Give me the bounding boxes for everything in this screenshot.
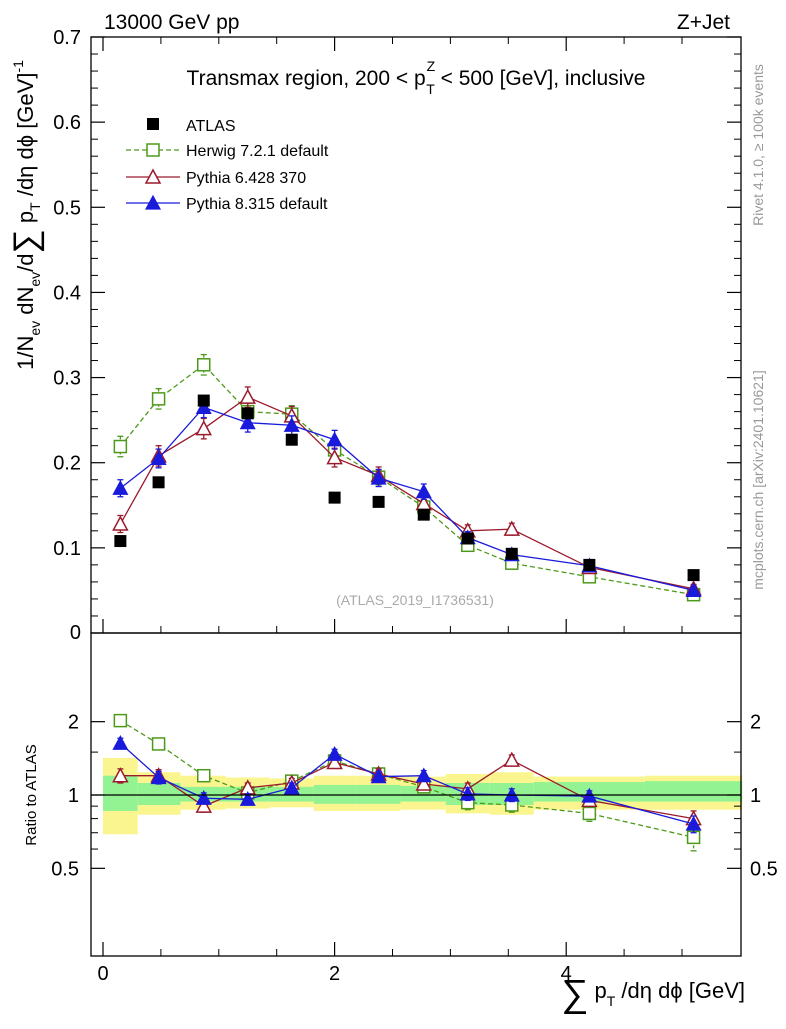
y-tick-label-2: 0.3 <box>53 368 81 390</box>
rivet-version-label: Rivet 4.1.0, ≥ 100k events <box>750 64 766 226</box>
legend-label-atlas: ATLAS <box>186 118 236 135</box>
legend-marker-herwig <box>146 143 160 157</box>
main-point-0-4 <box>285 433 298 446</box>
main-point-0-0 <box>114 535 127 548</box>
main-point-2-0 <box>112 515 129 531</box>
main-point-0-5 <box>328 491 341 504</box>
main-point-1-0 <box>113 439 128 454</box>
main-point-0-7 <box>417 508 430 521</box>
main-point-2-2 <box>195 420 213 436</box>
ratio-line-2 <box>120 759 694 820</box>
main-point-3-2 <box>195 399 212 414</box>
main-point-0-6 <box>372 495 385 508</box>
ratio-point-3-5 <box>326 745 343 761</box>
ratio-tick-label-right-0: 0.5 <box>750 858 778 880</box>
band-inner-6 <box>356 784 401 804</box>
x-axis-label: ∑ pT /dη dϕ [GeV] <box>561 973 745 1015</box>
main-point-0-1 <box>152 476 165 489</box>
legend-marker-atlas <box>147 118 159 130</box>
ratio-point-1-10 <box>582 806 597 821</box>
legend-label-herwig: Herwig 7.2.1 default <box>186 143 329 160</box>
main-line-2 <box>119 396 694 590</box>
main-point-3-5 <box>326 431 343 447</box>
legend-marker-pythia6 <box>144 168 162 184</box>
ratio-series <box>112 713 702 852</box>
main-point-3-7 <box>415 483 432 499</box>
ratio-point-2-7 <box>415 775 433 791</box>
legend-label-pythia6: Pythia 6.428 370 <box>186 170 306 187</box>
main-line-3 <box>119 406 694 592</box>
ratio-line-1 <box>120 720 694 839</box>
legend-label-pythia8: Pythia 8.315 default <box>186 196 328 213</box>
y-tick-label-1: 0.2 <box>53 453 81 475</box>
main-point-1-2 <box>196 358 211 372</box>
main-point-0-9 <box>505 547 518 560</box>
main-point-3-11 <box>685 582 702 598</box>
y-tick-label-5: 0.6 <box>53 112 81 134</box>
y-tick-label-4: 0.5 <box>53 197 81 219</box>
main-point-2-5 <box>326 449 343 465</box>
main-point-2-3 <box>239 388 257 404</box>
ratio-point-3-3 <box>239 791 256 806</box>
main-point-0-2 <box>197 394 210 407</box>
ratio-tick-label-right-1: 1 <box>750 785 761 807</box>
header-right: Z+Jet <box>677 11 730 34</box>
chart-title: Transmax region, 200 < pZ T < 500 [GeV], … <box>187 58 646 97</box>
ratio-axis-label: Ratio to ATLAS <box>23 744 40 845</box>
y-tick-label-0: 0.1 <box>53 538 81 560</box>
header-left: 13000 GeV pp <box>104 11 239 34</box>
main-point-0-11 <box>687 569 700 582</box>
ratio-point-3-2 <box>195 789 212 805</box>
ratio-point-3-8 <box>459 785 476 801</box>
ratio-point-3-7 <box>415 767 432 783</box>
band-inner-5 <box>313 784 357 804</box>
mcplots-label: mcplots.cern.ch [arXiv:2401.10621] <box>750 370 766 589</box>
ratio-tick-label-1: 1 <box>68 785 79 807</box>
y-tick-label-zero: 0 <box>70 622 81 644</box>
axis-ticks: 0.1 0.2 0.3 0.4 0.5 0.6 0.7 0 0 2 4 0.5 0.5 1 1 2 2 <box>51 27 778 985</box>
ratio-point-3-1 <box>150 769 167 785</box>
y-tick-label-3: 0.4 <box>53 282 81 304</box>
ratio-point-2-2 <box>195 797 213 813</box>
main-point-3-6 <box>370 469 387 485</box>
ratio-point-1-0 <box>113 713 128 728</box>
data-series <box>112 353 702 602</box>
main-point-2-9 <box>503 520 521 536</box>
main-point-3-4 <box>283 416 300 432</box>
ratio-point-3-11 <box>685 815 702 831</box>
main-series-1 <box>113 353 701 602</box>
ratio-point-3-0 <box>112 735 129 750</box>
legend: ATLAS Herwig 7.2.1 default Pythia 6.428 … <box>126 118 329 213</box>
band-inner-11 <box>644 781 743 802</box>
main-line-1 <box>119 363 694 596</box>
ratio-point-2-0 <box>112 767 129 783</box>
ratio-tick-label-2: 2 <box>68 712 79 734</box>
main-point-0-3 <box>241 407 254 420</box>
x-tick-label-2: 4 <box>561 963 572 985</box>
main-point-1-1 <box>151 392 166 406</box>
main-series-0 <box>114 394 700 582</box>
ratio-point-2-9 <box>503 751 521 767</box>
ratio-tick-label-0: 0.5 <box>51 858 79 880</box>
band-inner-7 <box>400 785 446 802</box>
main-point-0-10 <box>583 558 596 571</box>
x-tick-label-0: 0 <box>97 963 108 985</box>
band-inner-1 <box>137 783 181 805</box>
main-point-3-1 <box>150 450 167 466</box>
ratio-point-1-2 <box>196 768 211 783</box>
ratio-point-3-4 <box>283 779 300 795</box>
ratio-point-2-5 <box>326 753 343 770</box>
x-tick-label-1: 2 <box>329 963 340 985</box>
y-axis-label: 1/Nev dNev/d∑ pT /dη dϕ [GeV]-1 <box>7 60 45 370</box>
legend-marker-pythia8 <box>144 194 162 210</box>
ratio-tick-label-right-2: 2 <box>750 712 761 734</box>
y-tick-label-6: 0.7 <box>53 27 81 49</box>
ratio-point-3-6 <box>370 768 387 784</box>
ratio-point-1-1 <box>151 737 166 751</box>
main-point-3-3 <box>239 414 256 430</box>
main-point-3-0 <box>112 479 129 495</box>
main-point-0-8 <box>461 532 474 545</box>
analysis-watermark: (ATLAS_2019_I1736531) <box>336 592 494 608</box>
